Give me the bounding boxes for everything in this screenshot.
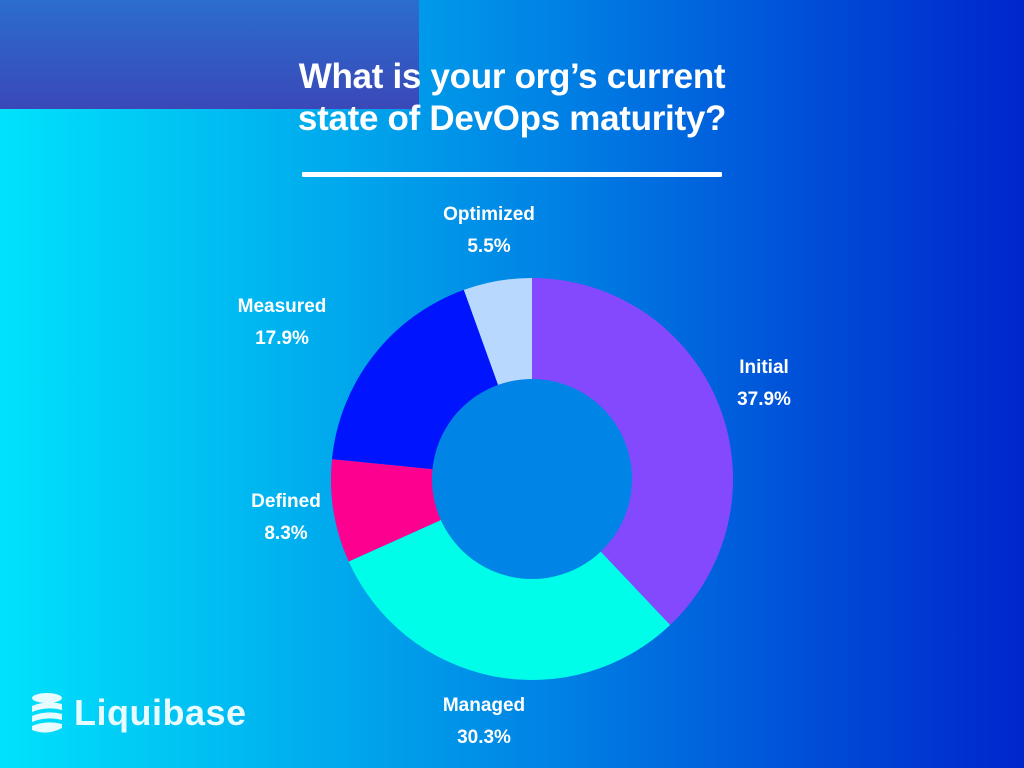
label-optimized: Optimized 5.5%	[409, 199, 569, 263]
label-optimized-value: 5.5%	[467, 236, 511, 257]
label-optimized-name: Optimized	[443, 204, 535, 225]
chart-title: What is your org’s current state of DevO…	[297, 57, 727, 138]
brand-logo: Liquibase	[30, 692, 247, 734]
brand-name: Liquibase	[74, 692, 247, 733]
label-initial-value: 37.9%	[737, 389, 791, 410]
label-defined: Defined 8.3%	[206, 486, 366, 550]
liquibase-logo-icon	[32, 693, 62, 733]
slice-managed	[348, 479, 671, 680]
label-managed-name: Managed	[442, 695, 526, 716]
label-defined-value: 8.3%	[264, 523, 308, 544]
label-initial-name: Initial	[739, 357, 789, 378]
slice-initial	[532, 278, 734, 625]
title-underline	[302, 172, 722, 177]
label-measured: Measured 17.9%	[202, 291, 362, 355]
corner-decoration	[0, 0, 419, 109]
label-measured-value: 17.9%	[255, 328, 309, 349]
label-managed: Managed 30.3%	[404, 690, 564, 754]
label-defined-name: Defined	[251, 491, 321, 512]
label-managed-value: 30.3%	[457, 727, 511, 748]
label-measured-name: Measured	[237, 296, 327, 317]
donut-hole	[432, 379, 632, 579]
label-initial: Initial 37.9%	[684, 352, 844, 416]
